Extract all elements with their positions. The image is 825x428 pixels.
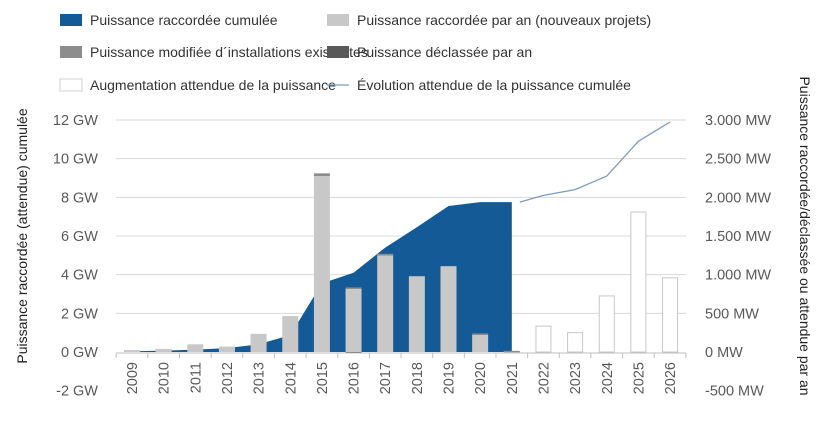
y-tick-label-right: 0 MW <box>705 345 743 361</box>
chart-marks <box>124 121 679 354</box>
bar-expected-increase <box>567 332 584 353</box>
x-tick-label: 2011 <box>188 362 204 393</box>
y-tick-label-left: 4 GW <box>61 268 98 284</box>
bar-new-projects <box>313 176 330 352</box>
bar-modified <box>503 350 520 353</box>
x-tick-label: 2021 <box>505 362 521 394</box>
y-tick-label-right: -500 MW <box>705 384 764 400</box>
y-tick-label-left: -2 GW <box>56 384 98 400</box>
x-tick-label: 2010 <box>157 362 173 394</box>
y-tick-label-right: 1.500 MW <box>705 229 771 245</box>
legend-swatch <box>327 14 349 26</box>
legend-label: Puissance déclassée par an <box>357 44 532 60</box>
bar-expected-increase <box>535 325 552 353</box>
legend-swatch <box>60 14 82 26</box>
y-axis-title-right: Puissance raccordée/déclassée ou attendu… <box>797 76 813 395</box>
bar-modified <box>377 253 394 256</box>
x-tick-label: 2009 <box>125 362 141 394</box>
bar-new-projects <box>408 276 425 352</box>
bar-modified <box>313 173 330 177</box>
y-tick-label-right: 500 MW <box>705 306 759 322</box>
x-tick-label: 2026 <box>663 362 679 394</box>
y-tick-label-right: 1.000 MW <box>705 268 771 284</box>
bar-new-projects <box>345 288 362 352</box>
legend-label: Augmentation attendue de la puissance <box>90 77 336 93</box>
bar-new-projects <box>377 255 394 352</box>
legend: Puissance raccordée cumulée Puissance rac… <box>59 12 651 93</box>
axes: -2 GW 0 GW 2 GW 4 GW 6 GW 8 GW 10 GW 12 GW -500 … <box>53 113 772 400</box>
legend-item: Puissance raccordée par an (nouveaux pro… <box>327 12 651 28</box>
x-tick-label: 2022 <box>536 362 552 394</box>
y-tick-label-left: 12 GW <box>53 113 98 129</box>
legend-label: Évolution attendue de la puissance cumul… <box>357 77 631 93</box>
x-tick-label: 2014 <box>283 362 299 394</box>
bar-new-projects <box>218 346 235 352</box>
bar-new-projects <box>440 266 457 352</box>
legend-swatch <box>60 46 82 58</box>
x-tick-label: 2013 <box>252 362 268 394</box>
line-expected-cumulative <box>519 121 671 203</box>
y-axis-title-left: Puissance raccordée (attendue) cumulée <box>14 108 30 363</box>
legend-item: Augmentation attendue de la puissance <box>59 77 336 93</box>
bar-new-projects <box>250 333 267 352</box>
legend-item: Évolution attendue de la puissance cumul… <box>327 77 631 93</box>
x-tick-label: 2012 <box>220 362 236 394</box>
legend-item: Puissance modifiée d´installations exist… <box>60 44 368 60</box>
bar-modified <box>472 333 489 335</box>
y-tick-label-left: 0 GW <box>61 345 98 361</box>
x-tick-label: 2015 <box>315 362 331 394</box>
legend-swatch <box>327 46 349 58</box>
y-tick-label-left: 10 GW <box>53 152 98 168</box>
x-tick-label: 2023 <box>568 362 584 394</box>
bar-new-projects <box>155 348 172 352</box>
bar-expected-increase <box>630 211 647 353</box>
x-tick-label: 2016 <box>347 362 363 394</box>
legend-item: Puissance raccordée cumulée <box>60 12 278 28</box>
x-tick-label: 2025 <box>631 362 647 394</box>
y-tick-label-left: 2 GW <box>61 306 98 322</box>
x-tick-label: 2019 <box>442 362 458 394</box>
bar-new-projects <box>187 344 204 352</box>
legend-item: Puissance déclassée par an <box>327 44 532 60</box>
bar-expected-increase <box>662 277 679 353</box>
bar-new-projects <box>472 334 489 352</box>
legend-label: Puissance raccordée par an (nouveaux pro… <box>357 12 651 28</box>
x-tick-label: 2024 <box>600 362 616 394</box>
bar-expected-increase <box>598 295 615 353</box>
y-tick-label-right: 2.500 MW <box>705 152 771 168</box>
legend-label: Puissance modifiée d´installations exist… <box>90 44 368 60</box>
bar-new-projects <box>124 350 140 352</box>
x-tick-label: 2017 <box>378 362 394 394</box>
y-tick-label-right: 2.000 MW <box>705 190 771 206</box>
x-tick-label: 2020 <box>473 362 489 394</box>
legend-swatch <box>59 78 83 92</box>
legend-label: Puissance raccordée cumulée <box>90 12 278 28</box>
bar-new-projects <box>282 316 299 352</box>
y-tick-label-left: 8 GW <box>61 190 98 206</box>
x-tick-label: 2018 <box>410 362 426 394</box>
y-tick-label-right: 3.000 MW <box>705 113 771 129</box>
bar-modified <box>345 287 362 289</box>
y-tick-label-left: 6 GW <box>61 229 98 245</box>
